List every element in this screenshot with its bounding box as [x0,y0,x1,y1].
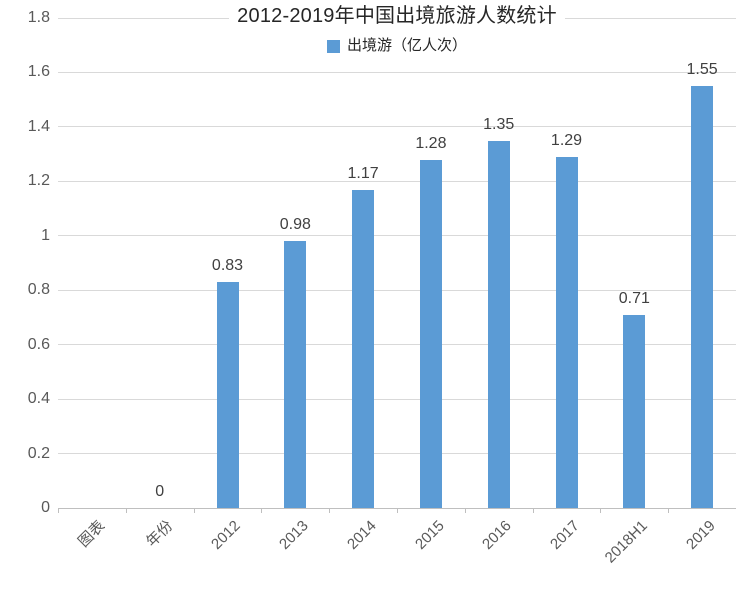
bar [419,159,442,508]
x-axis-category-label: 图表 [74,517,109,551]
x-axis-category-label: 2013 [276,517,312,553]
bar-value-label: 1.29 [550,131,583,149]
gridline [58,126,736,128]
y-axis-tick-label: 1.2 [27,172,50,190]
chart-title-text: 2012-2019年中国出境旅游人数统计 [229,3,565,30]
bar-value-label: 1.55 [686,61,718,79]
bar-value-label: 1.17 [347,164,379,182]
x-axis-category-label: 2016 [479,517,516,553]
x-axis-line [58,508,736,509]
x-axis-tick-mark [464,509,466,513]
x-axis-tick-mark [532,509,534,513]
x-axis-category-label: 2018H1 [601,517,651,567]
x-axis-tick-mark [193,509,195,513]
y-axis-tick-label: 1.4 [27,117,50,135]
x-axis-category-label: 年份 [142,517,177,551]
x-axis-category-label: 2014 [343,517,380,553]
y-axis-tick-label: 1.8 [27,9,50,26]
bar [691,86,714,508]
x-axis-category-label: 2012 [208,517,244,553]
x-axis-tick-mark [329,509,331,513]
bar [555,156,578,508]
bar [352,189,375,508]
gridline [58,289,736,291]
x-axis-tick-mark [600,509,602,513]
bar-value-label: 0.98 [279,216,311,234]
x-axis-category-label: 2017 [547,517,583,553]
x-axis-tick-mark [261,509,263,513]
y-axis-tick-label: 1.6 [27,63,50,81]
gridline [58,344,736,346]
gridline [58,235,736,237]
legend-label: 出境游（亿人次） [346,37,467,54]
y-axis-tick-label: 0.4 [27,390,50,408]
legend-swatch [326,39,340,53]
gridline [58,71,736,73]
y-axis-tick-label: 0.8 [27,281,50,299]
bar [623,314,646,508]
bar-value-label: 0 [155,483,165,500]
x-axis-tick-mark [58,509,59,513]
gridline [58,398,736,400]
x-axis-category-label: 2015 [411,517,448,553]
y-axis-tick-label: 0.2 [27,444,50,462]
bar-value-label: 1.35 [483,115,515,133]
bar-value-label: 0.83 [211,257,244,275]
x-axis-tick-mark [397,509,398,513]
x-axis-category-label: 2019 [682,517,719,553]
bar-value-label: 0.71 [618,289,650,307]
bar [216,282,239,508]
bar [487,140,510,508]
chart-title: 2012-2019年中国出境旅游人数统计 [58,3,736,30]
y-axis-tick-label: 0.6 [27,335,50,353]
x-axis-tick-mark [668,509,670,513]
gridline [58,453,736,455]
bar [284,241,307,508]
x-axis-tick-mark [125,509,127,513]
gridline [58,180,736,182]
bar-value-label: 1.28 [415,134,447,152]
y-axis-tick-label: 1 [41,226,50,244]
y-axis-tick-label: 0 [41,499,50,516]
legend: 出境游（亿人次） [58,37,736,55]
